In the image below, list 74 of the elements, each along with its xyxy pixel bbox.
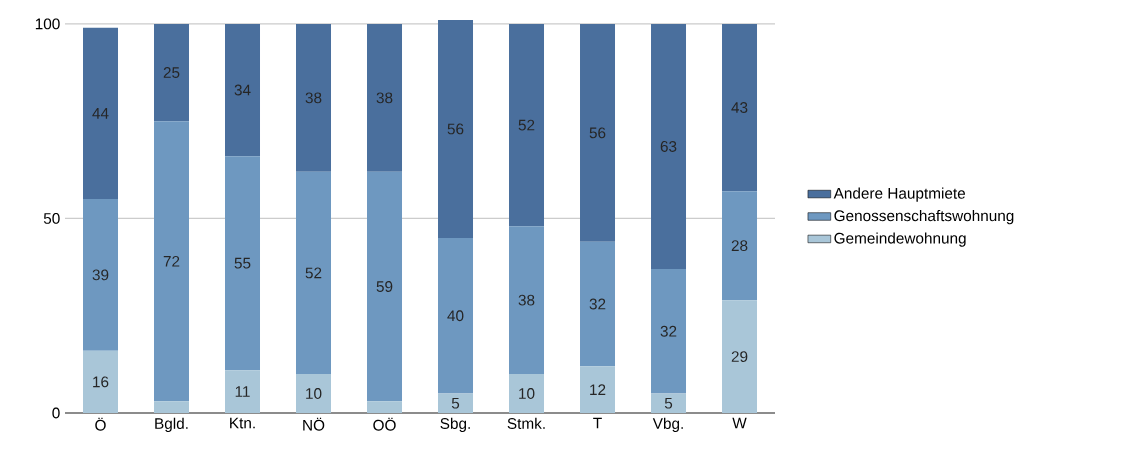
bar [438,19,474,238]
bar [154,401,190,413]
legend-label: Gemeindewohnung [834,232,966,247]
data-label: 43 [731,102,748,113]
x-tick-label: T [593,417,602,429]
x-tick-label: NÖ [303,417,325,431]
x-tick-label: W [732,417,747,429]
data-label: 52 [305,267,322,279]
data-label: 11 [235,386,250,397]
x-tick-label: Bgld. [155,417,188,432]
bar [367,171,403,402]
data-label: 5 [664,397,673,409]
bar [580,366,616,413]
data-label: 34 [234,84,251,96]
bar [651,393,687,413]
data-label: 44 [92,108,109,119]
bar [367,23,403,172]
x-tick-label: Vbg. [652,417,683,432]
bar [225,23,261,157]
data-label: 32 [660,325,677,337]
data-label: 59 [376,281,393,292]
data-label: 10 [519,388,535,399]
bar [580,23,616,242]
data-label: 56 [447,123,464,135]
bar [651,23,687,270]
bar [367,401,403,413]
data-label: 38 [305,92,322,104]
data-label: 32 [589,298,606,310]
bar [509,374,545,413]
y-tick-label: 50 [43,213,60,224]
data-label: 40 [447,310,464,322]
data-label: 63 [660,141,677,152]
bar [438,393,474,413]
bar [225,370,261,413]
data-label: 39 [92,269,109,281]
data-label: 28 [731,240,748,252]
bar [509,226,545,375]
bar [509,23,545,227]
bar [651,269,687,394]
data-label: 10 [306,388,322,399]
bar [154,121,190,402]
legend-label: Genossenschaftswohnung [834,209,1014,225]
bar [296,23,331,172]
data-label: 38 [376,92,393,104]
bar [154,23,190,122]
data-label: 25 [163,67,180,78]
bar [722,300,758,413]
x-tick-label: Sbg. [440,417,470,432]
bar [722,191,758,301]
data-label: 16 [93,376,109,388]
bar [83,198,119,351]
y-tick-label: 0 [52,407,60,419]
bar [580,241,616,367]
data-label: 52 [518,119,535,131]
data-label: 56 [589,127,606,139]
bar [296,374,331,413]
bar [225,156,261,371]
y-tick-label: 100 [35,18,60,30]
x-tick-label: Ktn. [230,417,255,429]
data-label: 12 [590,384,606,396]
bar [438,237,474,394]
data-label: 72 [163,255,180,267]
data-label: 5 [451,397,460,409]
data-label: 29 [731,351,748,362]
x-tick-label: Ö [95,417,106,431]
bar [83,27,119,199]
bar [296,171,331,375]
data-label: 38 [518,294,535,306]
x-tick-label: OÖ [373,417,396,431]
data-label: 55 [234,257,251,269]
bar [83,350,119,413]
x-tick-label: Stmk. [507,417,545,429]
bar [722,23,758,192]
legend-label: Andere Hauptmiete [833,187,966,202]
